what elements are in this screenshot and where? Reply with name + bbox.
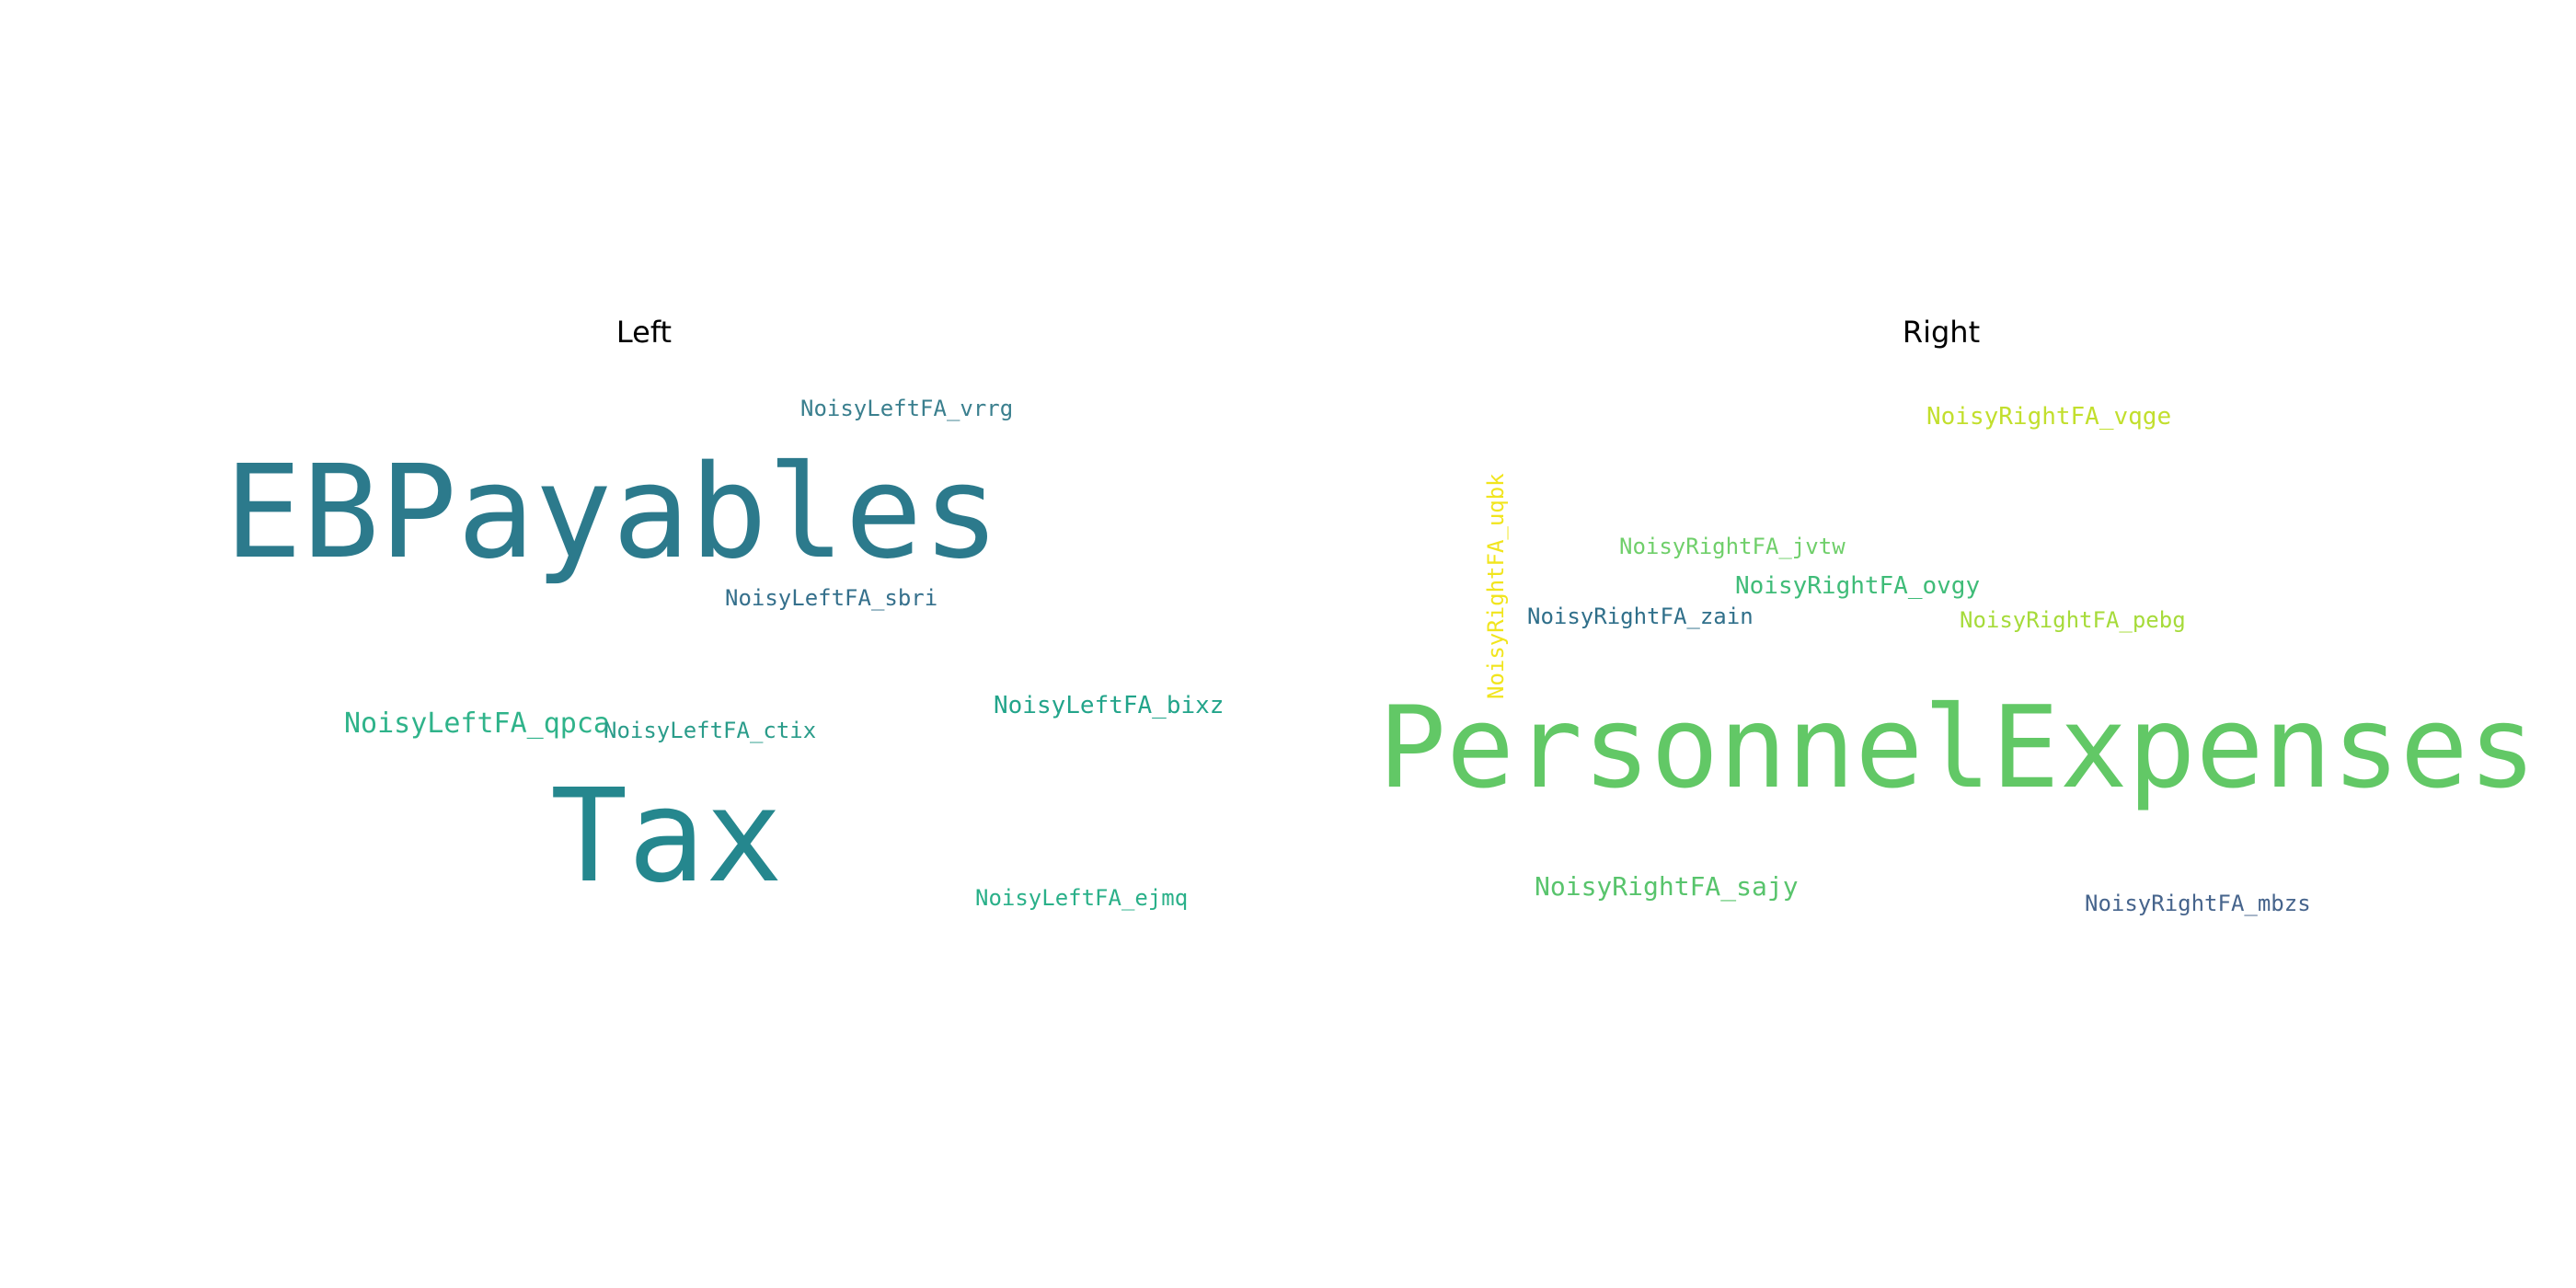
word-noisyrightfa-jvtw: NoisyRightFA_jvtw (1619, 534, 1846, 559)
word-noisyrightfa-ovgy: NoisyRightFA_ovgy (1735, 572, 1981, 600)
word-noisyleftfa-vrrg: NoisyLeftFA_vrrg (800, 396, 1014, 421)
right-panel-title: Right (1902, 315, 1981, 350)
word-personnelexpenses: PersonnelExpenses (1378, 683, 2536, 814)
word-ebpayables: EBPayables (224, 438, 1000, 588)
word-noisyrightfa-mbzs: NoisyRightFA_mbzs (2085, 891, 2311, 916)
word-noisyleftfa-sbri: NoisyLeftFA_sbri (725, 585, 938, 611)
word-noisyrightfa-uqbk: NoisyRightFA_uqbk (1483, 473, 1509, 699)
word-noisyleftfa-ejmq: NoisyLeftFA_ejmq (975, 885, 1189, 911)
left-panel-title: Left (615, 315, 673, 350)
word-noisyrightfa-pebg: NoisyRightFA_pebg (1960, 607, 2186, 633)
word-noisyleftfa-bixz: NoisyLeftFA_bixz (994, 692, 1225, 719)
word-noisyleftfa-qpca: NoisyLeftFA_qpca (344, 707, 610, 740)
word-noisyrightfa-sajy: NoisyRightFA_sajy (1535, 871, 1799, 902)
word-noisyrightfa-zain: NoisyRightFA_zain (1527, 604, 1754, 629)
word-tax: Tax (550, 762, 783, 912)
left-panel: Left EBPayables Tax NoisyLeftFA_vrrg Noi… (224, 315, 1225, 912)
word-noisyleftfa-ctix: NoisyLeftFA_ctix (604, 718, 817, 743)
word-noisyrightfa-vqge: NoisyRightFA_vqge (1926, 403, 2172, 431)
right-panel: Right PersonnelExpenses NoisyRightFA_vqg… (1288, 0, 2576, 1288)
